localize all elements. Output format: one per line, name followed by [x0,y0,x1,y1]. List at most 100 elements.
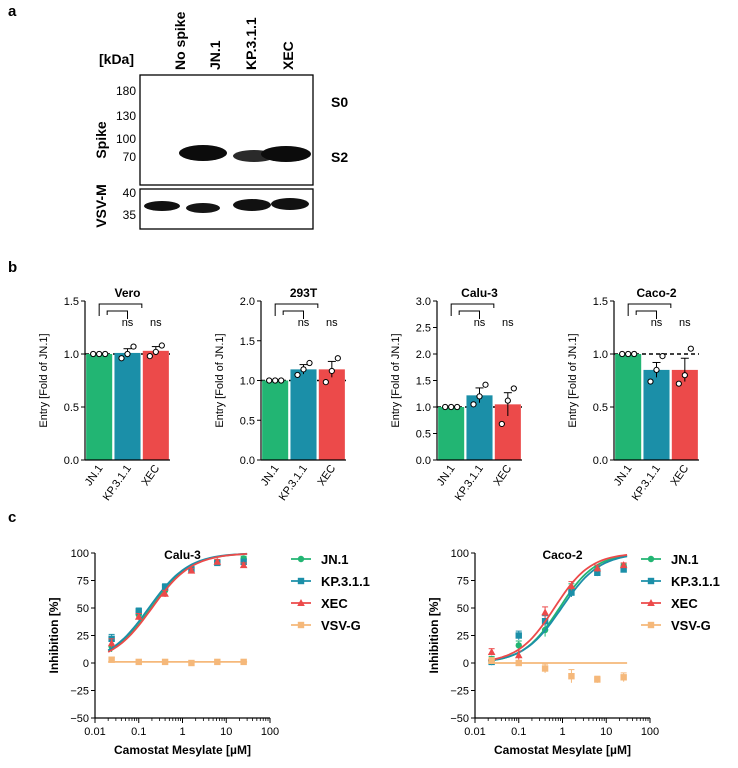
data-point-1-4 [594,569,601,576]
data-point-2-1 [328,367,335,375]
sig-bracket-inner [635,310,657,319]
y-axis-label: Entry [Fold of JN.1] [38,333,50,427]
legend-label-1: KP.3.1.1 [321,574,370,589]
marker-40: 40 [123,186,137,200]
data-point-0-0 [266,377,273,384]
sig-bracket-outer [450,303,495,316]
data-point-1-0 [118,355,125,362]
x-tick-label-0: 0.01 [464,726,485,738]
category-label-2: XEC [315,463,338,488]
band-vsvm-jn1 [186,203,220,213]
y-tick-label-6: 100 [451,548,469,560]
y-tick-label-4: 2.0 [416,349,431,361]
y-axis-label: Inhibition [%] [427,598,441,674]
marker-180: 180 [116,84,136,98]
legend-label-2: XEC [671,596,698,611]
data-point-2-1 [504,397,511,404]
y-tick-label-2: 0 [83,658,89,670]
fit-curve-2 [107,553,248,653]
data-point-1-0 [294,371,301,379]
panel-label-a: a [8,3,17,20]
y-tick-label-0: 0.0 [416,455,431,467]
data-point-2-0 [498,420,505,428]
data-point-2-2 [510,385,517,392]
y-tick-label-0: 0.0 [240,455,255,467]
legend-label-0: JN.1 [321,552,348,567]
data-point-1-1 [124,350,131,358]
category-label-2: XEC [668,463,691,488]
data-point-3-2 [541,665,549,672]
data-point-1-2 [482,381,489,388]
lane-label-jn1: JN.1 [207,40,223,70]
data-point-0-2 [278,377,285,384]
sig-bracket-inner [106,310,128,319]
data-point-1-2 [659,353,666,360]
chart-title: Calu-3 [461,286,498,300]
band-label-s0: S0 [331,94,348,110]
y-axis-label: Entry [Fold of JN.1] [567,333,579,427]
bar-0 [438,407,465,460]
sig-label-0: ns [122,317,134,329]
y-tick-label-5: 75 [457,576,469,588]
y-axis-label: Inhibition [%] [47,598,61,674]
data-point-3-4 [214,658,221,666]
legend-marker-1 [647,577,655,585]
data-point-2-5 [619,561,628,569]
bar-1 [643,369,670,460]
legend-marker-3 [297,621,305,629]
data-point-1-1 [515,632,522,639]
sig-label-1: ns [679,317,691,329]
y-tick-label-2: 1.0 [593,349,608,361]
data-point-2-2 [158,342,165,349]
category-label-1: KP.3.1.1 [630,463,663,503]
y-tick-label-0: 0.0 [64,455,79,467]
data-point-2-0 [675,380,682,387]
x-tick-label-3: 10 [220,726,232,738]
category-label-0: JN.1 [83,463,106,488]
sig-label-1: ns [326,317,338,329]
data-point-2-2 [161,589,169,597]
category-label-0: JN.1 [259,463,282,488]
x-tick-label-0: 0.01 [84,726,105,738]
marker-70: 70 [123,150,137,164]
y-axis-label: Entry [Fold of JN.1] [390,333,402,427]
legend-marker-2 [647,599,655,606]
category-label-2: XEC [139,463,162,488]
curve-chart-caco2: −50 −25 0 25 50 75 100 0.01 0.1 1 10 100 Caco-2 Camos… [427,548,720,757]
y-tick-label-3: 1.5 [64,296,79,308]
band-vsvm-kp311 [233,199,271,211]
data-point-3-5 [620,674,627,681]
data-point-3-1 [515,659,522,667]
data-point-3-2 [161,658,169,666]
bar-chart-293t: JN.1KP.3.1.1 XEC 0.0 0.5 1.0 1.5 2.0 293T Entry … [214,286,346,503]
x-tick-label-2: 1 [179,726,185,738]
fit-curve-2 [488,554,628,662]
sig-label-1: ns [502,317,514,329]
data-point-2-2 [541,608,549,616]
bar-1 [290,369,317,460]
fit-curve-1 [488,555,628,662]
band-s2-xec [261,146,311,162]
category-label-1: KP.3.1.1 [277,463,310,503]
data-point-3-4 [594,676,601,683]
panel-label-c: c [8,509,16,526]
y-tick-label-0: 0.0 [593,455,608,467]
y-tick-label-5: 75 [77,576,89,588]
data-point-2-2 [334,355,341,362]
data-point-2-1 [681,372,688,379]
data-point-1-0 [647,378,654,385]
sig-label-0: ns [651,317,663,329]
y-tick-label-2: 1.0 [416,402,431,414]
category-label-0: JN.1 [435,463,458,488]
category-label-0: JN.1 [612,463,635,488]
y-tick-label-3: 1.5 [416,376,431,388]
legend-marker-1 [297,577,305,585]
legend-marker-3 [647,621,655,629]
category-label-1: KP.3.1.1 [101,463,134,503]
category-label-2: XEC [491,463,514,488]
band-label-s2: S2 [331,149,348,165]
y-tick-label-2: 1.0 [64,349,79,361]
y-tick-label-1: 0.5 [593,402,608,414]
legend-label-1: KP.3.1.1 [671,574,720,589]
data-point-1-2 [161,583,169,591]
